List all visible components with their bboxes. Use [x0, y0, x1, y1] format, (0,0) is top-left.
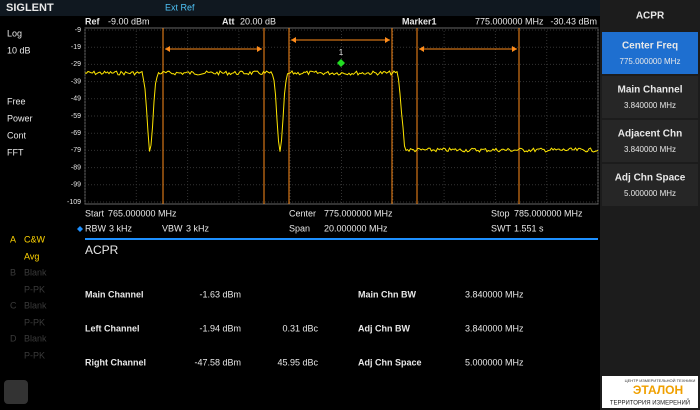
- result-rel: 45.95 dBc: [277, 357, 318, 367]
- marker-diamond: [337, 59, 345, 67]
- y-label: -39: [71, 78, 81, 85]
- center-label: Center: [289, 208, 316, 218]
- sweep-item: Power: [7, 113, 33, 123]
- result-name: Main Channel: [85, 289, 144, 299]
- param-name: Adj Chn Space: [358, 357, 422, 367]
- span-label: Span: [289, 223, 310, 233]
- logo-name: ЭТАЛОН: [633, 383, 683, 397]
- result-power: -1.63 dBm: [199, 289, 241, 299]
- softkey-label[interactable]: Adjacent Chn: [618, 129, 682, 140]
- att-label: Att: [222, 16, 235, 26]
- y-label: -99: [71, 182, 81, 189]
- y-label: -59: [71, 113, 81, 120]
- rbw-label: RBW: [85, 223, 107, 233]
- y-label: -49: [71, 96, 81, 103]
- top-bar: [0, 0, 600, 16]
- result-name: Right Channel: [85, 357, 146, 367]
- param-value: 5.000000 MHz: [465, 357, 524, 367]
- param-value: 3.840000 MHz: [465, 289, 524, 299]
- y-label: -29: [71, 61, 81, 68]
- logo-box: [602, 376, 698, 408]
- ref: -9.00 dBm: [108, 16, 150, 26]
- result-rel: 0.31 dBc: [282, 323, 318, 333]
- sweep-item: FFT: [7, 147, 24, 157]
- sweep-item: Free: [7, 96, 26, 106]
- softkey[interactable]: [602, 120, 698, 162]
- vbw-label: VBW: [162, 223, 183, 233]
- param-name: Main Chn BW: [358, 289, 416, 299]
- att: 20.00 dB: [240, 16, 276, 26]
- trace-id: B: [10, 267, 16, 277]
- trace-id: D: [10, 333, 17, 343]
- trace-detector: P-PK: [24, 350, 45, 360]
- y-label: -19: [71, 44, 81, 51]
- logo-bottom: ТЕРРИТОРИЯ ИЗМЕРЕНИЙ: [610, 399, 690, 407]
- softkey[interactable]: [602, 76, 698, 118]
- rbw: 3 kHz: [109, 223, 133, 233]
- span: 20.000000 MHz: [324, 223, 388, 233]
- softkey-value[interactable]: 3.840000 MHz: [624, 145, 676, 154]
- logo-top: ЦЕНТР ИЗМЕРИТЕЛЬНОЙ ТЕХНИКИ: [625, 378, 696, 383]
- trace-mode: Blank: [24, 333, 47, 343]
- y-label: -89: [71, 164, 81, 171]
- swt: 1.551 s: [514, 223, 544, 233]
- y-label: -69: [71, 130, 81, 137]
- y-label: -109: [67, 199, 81, 206]
- softkey-value[interactable]: 3.840000 MHz: [624, 101, 676, 110]
- start: 765.000000 MHz: [108, 208, 177, 218]
- trace-mode: Blank: [24, 267, 47, 277]
- sweep-item: Cont: [7, 130, 27, 140]
- softkey[interactable]: [602, 32, 698, 74]
- softkey-label[interactable]: Main Channel: [617, 85, 682, 96]
- scale-div: 10 dB: [7, 45, 31, 55]
- trace-detector: P-PK: [24, 284, 45, 294]
- softkey-label[interactable]: Center Freq: [622, 41, 678, 52]
- panel-title: ACPR: [85, 243, 119, 257]
- trace-mode: C&W: [24, 234, 46, 244]
- result-name: Left Channel: [85, 323, 140, 333]
- marker: Marker1: [402, 16, 437, 26]
- ref-label: Ref: [85, 16, 101, 26]
- stop-label: Stop: [491, 208, 510, 218]
- swt-label: SWT: [491, 223, 511, 233]
- marker-level: -30.43 dBm: [550, 16, 597, 26]
- stop: 785.000000 MHz: [514, 208, 583, 218]
- marker-number: 1: [339, 48, 344, 57]
- trace-detector: Avg: [24, 251, 39, 261]
- softkey-value[interactable]: 5.000000 MHz: [624, 189, 676, 198]
- ref-source: Ext Ref: [165, 2, 195, 12]
- vbw: 3 kHz: [186, 223, 210, 233]
- softkey-label[interactable]: Adj Chn Space: [615, 173, 686, 184]
- start-label: Start: [85, 208, 105, 218]
- result-power: -47.58 dBm: [194, 357, 241, 367]
- marker-freq: 775.000000 MHz: [475, 16, 544, 26]
- center: 775.000000 MHz: [324, 208, 393, 218]
- param-name: Adj Chn BW: [358, 323, 410, 333]
- result-power: -1.94 dBm: [199, 323, 241, 333]
- scale: Log: [7, 28, 22, 38]
- trace: [84, 70, 599, 153]
- y-label: -9: [75, 27, 81, 34]
- logo: SIGLENT: [6, 2, 54, 14]
- rbw-icon: [77, 226, 83, 232]
- softkey[interactable]: [602, 164, 698, 206]
- y-label: -79: [71, 147, 81, 154]
- trace-id: A: [10, 234, 16, 244]
- trace-detector: P-PK: [24, 317, 45, 327]
- softkey-value[interactable]: 775.000000 MHz: [620, 57, 681, 66]
- home-icon[interactable]: [4, 380, 28, 404]
- softkey-title: ACPR: [636, 11, 665, 22]
- param-value: 3.840000 MHz: [465, 323, 524, 333]
- trace-mode: Blank: [24, 300, 47, 310]
- trace-id: C: [10, 300, 17, 310]
